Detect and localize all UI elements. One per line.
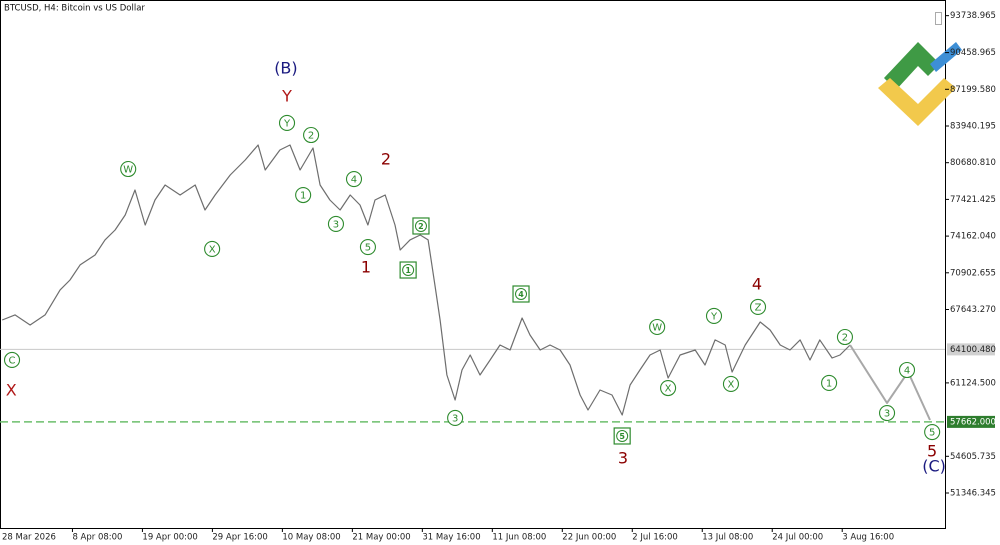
wave-label: 3 bbox=[333, 219, 339, 230]
wave-label: 5 bbox=[927, 441, 937, 460]
y-tick-label: 90458.965 bbox=[950, 48, 996, 58]
y-tick-label: 87199.580 bbox=[950, 85, 996, 95]
x-tick-label: 10 May 08:00 bbox=[282, 533, 340, 543]
wave-label: 3 bbox=[452, 413, 458, 424]
wave-label: 4 bbox=[518, 290, 524, 299]
wave-circle bbox=[705, 307, 723, 325]
x-tick-label: 29 Apr 16:00 bbox=[212, 533, 267, 543]
wave-circle bbox=[327, 215, 345, 233]
wave-label: 2 bbox=[308, 131, 314, 142]
wave-label: 5 bbox=[365, 243, 371, 254]
wave-label: 1 bbox=[405, 266, 411, 275]
y-tick-label: 61124.500 bbox=[950, 378, 996, 388]
y-tick-label: 74162.040 bbox=[950, 232, 996, 242]
wave-label: 1 bbox=[826, 378, 832, 389]
wave-label: 1 bbox=[361, 257, 371, 276]
wave-circle bbox=[303, 126, 320, 144]
wave-label: X bbox=[209, 244, 216, 255]
wave-circle bbox=[924, 423, 941, 441]
wave-circle bbox=[616, 429, 629, 442]
wave-circle bbox=[345, 170, 363, 188]
wave-circle bbox=[359, 238, 376, 256]
logo bbox=[878, 42, 962, 126]
wave-label: Y bbox=[710, 311, 718, 322]
wave-label: 4 bbox=[904, 366, 910, 377]
wave-label: X bbox=[728, 379, 735, 390]
wave-label: 5 bbox=[929, 428, 935, 439]
wave-circle bbox=[878, 404, 896, 422]
price-label-box bbox=[947, 343, 995, 356]
wave-label: C bbox=[9, 355, 16, 366]
x-tick-label: 19 Apr 00:00 bbox=[142, 533, 197, 543]
wave-label: 5 bbox=[619, 432, 625, 441]
wave-circle bbox=[836, 328, 854, 346]
plot-frame bbox=[0, 0, 946, 529]
wave-circle bbox=[649, 318, 666, 336]
y-tick-label: 77421.425 bbox=[950, 195, 996, 205]
wave-circle bbox=[3, 351, 21, 369]
wave-circle bbox=[722, 375, 740, 393]
wave-circle bbox=[898, 361, 916, 379]
scroll-icon[interactable] bbox=[935, 12, 942, 25]
y-tick-label: 83940.195 bbox=[950, 121, 996, 131]
wave-label: 2 bbox=[381, 150, 391, 169]
wave-circle bbox=[660, 379, 677, 397]
logo-yellow bbox=[878, 78, 956, 126]
wave-label: Y bbox=[281, 86, 292, 105]
wave-label: W bbox=[123, 165, 133, 176]
wave-circle bbox=[749, 298, 767, 315]
price-line-series bbox=[849, 344, 931, 421]
wave-label: (C) bbox=[922, 456, 946, 475]
y-tick-label: 67643.270 bbox=[950, 305, 996, 315]
x-tick-label: 24 Jul 00:00 bbox=[772, 533, 823, 543]
wave-label: W bbox=[652, 322, 662, 333]
wave-circle bbox=[295, 186, 312, 204]
y-tick-label: 54605.735 bbox=[950, 452, 996, 462]
y-tick-label: 80680.810 bbox=[950, 158, 996, 168]
wave-circle bbox=[120, 160, 137, 178]
price-label: 57662.000 bbox=[950, 417, 996, 427]
x-tick-label: 3 Aug 16:00 bbox=[842, 533, 894, 543]
wave-label: 3 bbox=[618, 448, 628, 467]
chart-title: BTCUSD, H4: Bitcoin vs US Dollar bbox=[4, 4, 145, 14]
x-tick-label: 31 May 16:00 bbox=[422, 533, 480, 543]
price-label: 64100.480 bbox=[950, 345, 996, 355]
y-tick-label: 93738.965 bbox=[950, 11, 996, 21]
x-tick-label: 11 Jun 08:00 bbox=[492, 533, 546, 543]
price-label-box bbox=[947, 415, 995, 428]
wave-circle bbox=[204, 240, 221, 258]
wave-circle bbox=[515, 287, 528, 300]
wave-label: X bbox=[6, 380, 17, 399]
y-tick-label: 51346.345 bbox=[950, 489, 996, 499]
wave-label: Y bbox=[283, 118, 291, 129]
wave-label: 4 bbox=[351, 175, 357, 186]
wave-circle bbox=[447, 409, 464, 427]
wave-circle bbox=[278, 114, 296, 132]
logo-blue bbox=[930, 42, 962, 72]
wave-label: Z bbox=[755, 302, 762, 313]
x-tick-label: 28 Mar 2026 bbox=[2, 533, 56, 543]
wave-circle bbox=[414, 219, 427, 232]
wave-label: 2 bbox=[842, 333, 848, 344]
y-tick-label: 70902.655 bbox=[950, 268, 996, 278]
wave-circle bbox=[402, 264, 415, 277]
x-tick-label: 13 Jul 08:00 bbox=[702, 533, 753, 543]
x-tick-label: 21 May 00:00 bbox=[352, 533, 410, 543]
logo-green bbox=[884, 42, 940, 90]
wave-label: (B) bbox=[274, 59, 297, 78]
wave-label: 1 bbox=[300, 191, 306, 202]
wave-label: 2 bbox=[418, 222, 424, 231]
x-tick-label: 8 Apr 08:00 bbox=[72, 533, 122, 543]
wave-label: X bbox=[665, 384, 672, 395]
x-tick-label: 22 Jun 00:00 bbox=[562, 533, 616, 543]
price-line-series bbox=[1, 144, 851, 416]
x-tick-label: 2 Jul 16:00 bbox=[632, 533, 678, 543]
wave-label: 3 bbox=[884, 409, 890, 420]
wave-label: 4 bbox=[752, 274, 762, 293]
wave-circle bbox=[821, 374, 838, 391]
